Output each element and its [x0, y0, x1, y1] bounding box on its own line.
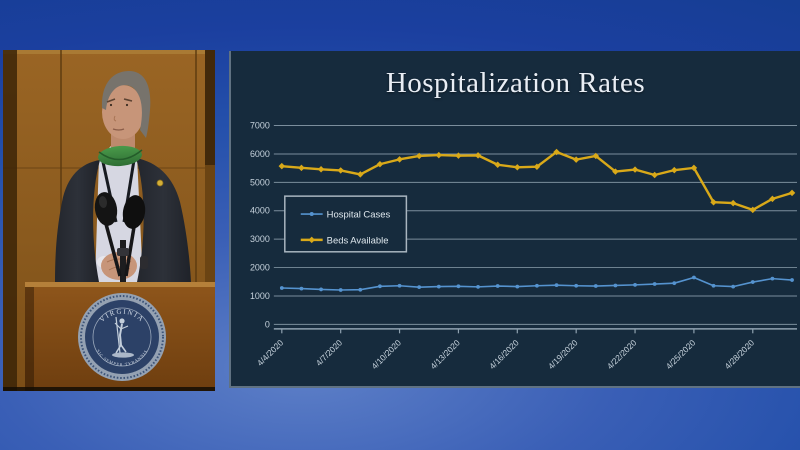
- suit-jacket-left: [55, 160, 100, 282]
- y-tick-label: 1000: [250, 291, 270, 301]
- press-conference-scene: VIRGINIA SIC SEMPER TYRANNIS: [3, 50, 215, 391]
- x-tick-label: 4/19/2020: [546, 337, 580, 371]
- nose: [113, 115, 117, 122]
- eyebrow-right: [123, 98, 133, 102]
- x-tick-label: 4/13/2020: [428, 337, 462, 371]
- podium-top-rail: [25, 282, 215, 287]
- suit-jacket-right: [136, 158, 191, 282]
- x-tick-label: 4/10/2020: [369, 337, 403, 371]
- x-tick-label: 4/28/2020: [723, 337, 757, 371]
- legend-label: Beds Available: [327, 235, 389, 246]
- mic-clamp: [117, 248, 129, 256]
- video-panel: VIRGINIA SIC SEMPER TYRANNIS: [3, 50, 215, 391]
- seal-virtus-figure: [112, 316, 134, 358]
- x-axis-labels: 4/4/2020 4/7/2020 4/10/2020 4/13/2020 4/16/2…: [255, 337, 757, 371]
- mask-strap: [98, 149, 143, 161]
- x-tick-label: 4/16/2020: [487, 337, 521, 371]
- legend-item-hospital-cases: Hospital Cases: [300, 210, 391, 221]
- y-axis-labels: 0 1000 2000 3000 4000 5000 6000 7000: [250, 121, 270, 330]
- y-tick-label: 5000: [250, 177, 270, 187]
- gridlines: [273, 125, 798, 325]
- eye-right: [125, 103, 129, 107]
- mic-stem-right: [124, 226, 136, 277]
- y-tick-label: 0: [265, 319, 270, 329]
- mic-pole: [120, 240, 126, 282]
- y-tick-label: 3000: [250, 234, 270, 244]
- x-tick-label: 4/22/2020: [605, 337, 639, 371]
- wall-top-rail: [3, 50, 215, 54]
- microphones: [94, 192, 146, 282]
- y-tick-label: 7000: [250, 121, 270, 131]
- legend-box: Hospital Cases Beds Available: [284, 195, 408, 253]
- eyebrow-left: [106, 98, 116, 103]
- face-mask-lowered: [98, 145, 142, 167]
- series-beds-available: [278, 148, 796, 214]
- series-hospital-cases: [279, 275, 794, 292]
- y-tick-label: 6000: [250, 149, 270, 159]
- mic-highlight: [98, 196, 108, 208]
- mouth: [112, 128, 125, 131]
- wall-dark-right-edge: [205, 50, 215, 391]
- podium-left-shadow: [25, 287, 34, 391]
- hair: [101, 71, 151, 138]
- mic-stem-left: [104, 223, 122, 277]
- video-bottom-edge: [3, 387, 215, 391]
- wall-dark-left-edge: [3, 50, 17, 391]
- x-tick-label: 4/25/2020: [664, 337, 698, 371]
- seal-scallop-border: [80, 295, 164, 379]
- x-axis: [273, 328, 798, 334]
- legend-label: Hospital Cases: [327, 210, 391, 221]
- head: [102, 85, 144, 139]
- seal-inner-disc: [85, 300, 159, 374]
- chart-panel: 0 1000 2000 3000 4000 5000 6000 7000 4/4/2020 4/7…: [229, 51, 800, 388]
- eye-left: [109, 103, 113, 107]
- lapel-pin: [156, 179, 164, 187]
- y-tick-label: 2000: [250, 263, 270, 273]
- wall-dark-right-top: [205, 50, 215, 165]
- podium: VIRGINIA SIC SEMPER TYRANNIS: [25, 282, 215, 391]
- virginia-seal: VIRGINIA SIC SEMPER TYRANNIS: [78, 293, 166, 381]
- microphone-right: [122, 195, 146, 229]
- hospitalization-chart: 0 1000 2000 3000 4000 5000 6000 7000 4/4/2020 4/7…: [250, 121, 798, 371]
- x-tick-label: 4/7/2020: [314, 337, 345, 367]
- x-tick-label: 4/4/2020: [255, 337, 286, 367]
- y-tick-label: 4000: [250, 206, 270, 216]
- seal-inner-ring: [92, 307, 152, 367]
- wrist-watch: [140, 256, 148, 269]
